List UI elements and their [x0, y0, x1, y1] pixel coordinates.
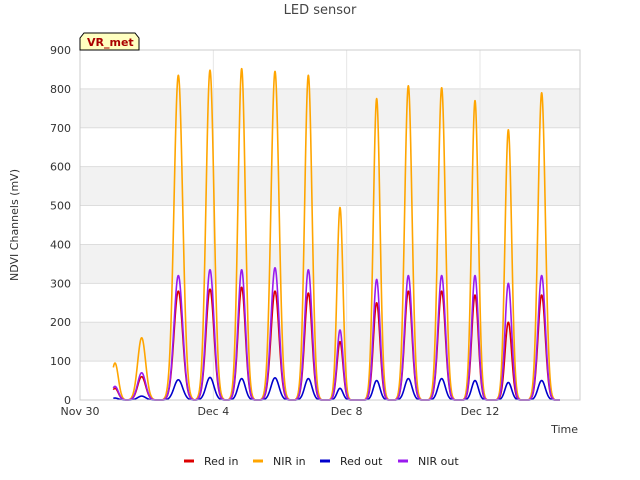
y-tick-label: 300: [50, 277, 71, 290]
x-tick-labels: Nov 30 Dec 4 Dec 8 Dec 12: [61, 405, 500, 418]
site-badge-shape: [79, 32, 140, 51]
x-tick-label: Nov 30: [61, 405, 100, 418]
legend-label: Red out: [340, 455, 383, 468]
plot-band: [80, 127, 580, 167]
x-axis-title: Time: [550, 423, 578, 436]
x-tick-label: Dec 4: [197, 405, 229, 418]
x-tick-label: Dec 12: [461, 405, 500, 418]
plot-band: [80, 166, 580, 206]
y-tick-label: 800: [50, 83, 71, 96]
legend-label: NIR out: [418, 455, 459, 468]
y-tick-label: 100: [50, 355, 71, 368]
y-tick-label: 500: [50, 200, 71, 213]
legend-label: NIR in: [273, 455, 306, 468]
plot-band: [80, 50, 580, 89]
plot-frame: [79, 49, 581, 401]
plot-band: [80, 88, 580, 128]
x-tick-label: Dec 8: [331, 405, 363, 418]
plot-bands: [80, 50, 580, 400]
series-line-nir-out: [112, 267, 561, 401]
plot-band: [80, 244, 580, 284]
y-tick-label: 400: [50, 238, 71, 251]
chart-title: LED sensor: [284, 3, 357, 18]
plot-band: [80, 205, 580, 245]
y-tick-label: 700: [50, 122, 71, 135]
plot-band: [80, 283, 580, 323]
series-line-nir: [112, 67, 561, 401]
legend: Red in NIR in Red out NIR out: [184, 455, 459, 468]
y-axis-title: NDVI Channels (mV): [8, 169, 21, 281]
y-tick-labels: 0 100 200 300 400 500 600 700 800 900: [50, 44, 71, 407]
plot-band: [80, 361, 580, 400]
y-tick-label: 0: [64, 394, 71, 407]
legend-label: Red in: [204, 455, 238, 468]
site-badge-label: VR_met: [87, 36, 134, 49]
site-badge: VR_met: [79, 32, 140, 51]
y-tick-label: 200: [50, 316, 71, 329]
y-tick-label: 600: [50, 161, 71, 174]
y-tick-label: 900: [50, 44, 71, 57]
plot-band: [80, 322, 580, 362]
